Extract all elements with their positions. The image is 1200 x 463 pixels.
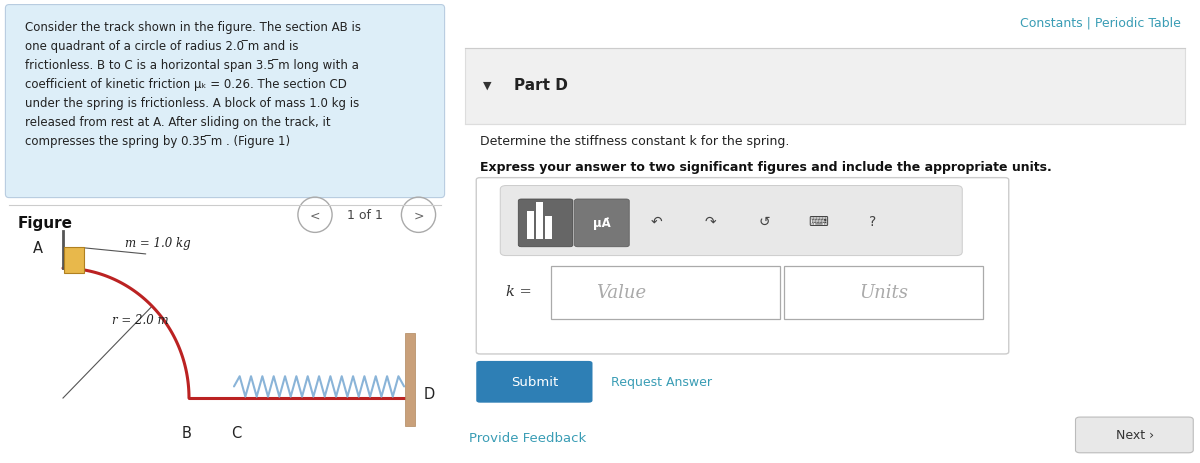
Text: ↺: ↺ [758,214,770,228]
FancyBboxPatch shape [1075,417,1193,453]
Text: 1 of 1: 1 of 1 [347,209,383,222]
FancyBboxPatch shape [527,212,534,239]
Text: ↶: ↶ [650,214,662,228]
Text: Units: Units [859,284,908,301]
Text: >: > [413,209,424,222]
FancyBboxPatch shape [406,333,415,426]
FancyBboxPatch shape [575,200,629,247]
Text: m = 1.0 kg: m = 1.0 kg [125,237,191,250]
FancyBboxPatch shape [500,186,962,256]
FancyBboxPatch shape [551,266,780,319]
Text: D: D [424,386,436,401]
FancyBboxPatch shape [536,202,542,239]
Text: A: A [34,240,43,255]
Text: Constants | Periodic Table: Constants | Periodic Table [1020,16,1181,29]
Text: Provide Feedback: Provide Feedback [469,431,586,444]
Text: ⌨: ⌨ [809,214,828,228]
Text: Value: Value [596,284,646,301]
FancyBboxPatch shape [476,178,1009,354]
Text: C: C [232,425,241,440]
Text: ↷: ↷ [704,214,716,228]
Text: ▼: ▼ [484,81,492,91]
Text: Part D: Part D [514,78,568,93]
Text: Determine the stiffness constant k for the spring.: Determine the stiffness constant k for t… [480,135,790,148]
FancyBboxPatch shape [466,49,1186,125]
Text: r = 2.0 m: r = 2.0 m [113,313,169,326]
Text: Express your answer to two significant figures and include the appropriate units: Express your answer to two significant f… [480,160,1051,173]
Text: Figure: Figure [18,215,73,230]
Text: Submit: Submit [511,375,558,388]
FancyBboxPatch shape [64,248,84,273]
Text: B: B [182,425,192,440]
FancyBboxPatch shape [545,216,552,239]
Text: Next ›: Next › [1116,428,1154,441]
FancyBboxPatch shape [6,6,445,198]
Text: Consider the track shown in the figure. The section AB is
one quadrant of a circ: Consider the track shown in the figure. … [25,21,361,148]
Text: ?: ? [869,214,876,228]
Text: Request Answer: Request Answer [611,375,713,388]
Text: k =: k = [506,285,532,299]
Text: <: < [310,209,320,222]
FancyBboxPatch shape [518,200,574,247]
FancyBboxPatch shape [784,266,983,319]
Text: μȦ: μȦ [593,217,611,230]
FancyBboxPatch shape [476,361,593,403]
